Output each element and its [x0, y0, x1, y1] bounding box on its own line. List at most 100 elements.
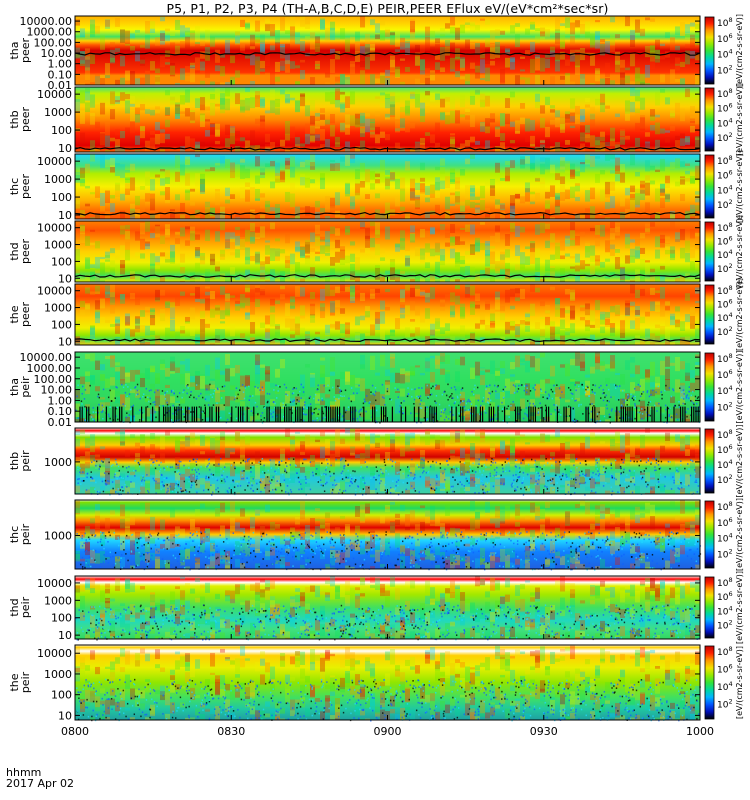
y-tick-label: 0.01 [48, 416, 73, 429]
spectrogram-background [75, 221, 700, 282]
colorbar-tick-label: 104 [717, 384, 733, 397]
y-axis-label: thepeer [8, 302, 32, 328]
colorbar-tick-label: 104 [717, 311, 733, 324]
y-tick-label: 10000 [37, 155, 72, 168]
colorbar-unit-label: [eV/(cm2-s-sr-eV)] [735, 14, 744, 87]
y-tick-label: 10 [58, 142, 72, 155]
y-tick-label: 100 [51, 255, 72, 268]
y-axis-label: thbpeer [8, 107, 32, 133]
colorbar-tick-label: 108 [717, 154, 733, 167]
spectrogram-panel-10: 10000 1000 100 10 thepeir 108 106 104 102 [eV/(cm… [8, 644, 744, 722]
colorbar-tick-label: 106 [717, 663, 733, 676]
y-tick-label: 100 [51, 318, 72, 331]
y-axis-label: thepeir [8, 671, 32, 693]
spectrogram-texture [75, 16, 700, 85]
colorbar-tick-label: 106 [717, 368, 733, 381]
colorbar-tick-label: 104 [717, 604, 733, 617]
y-tick-label: 1.00 [48, 394, 73, 407]
colorbar-tick-label: 108 [717, 221, 733, 234]
colorbar-tick-label: 102 [717, 400, 733, 413]
spectrogram-background [75, 284, 700, 345]
colorbar: 108 106 104 102 [eV/(cm2-s-sr-eV)] [704, 350, 744, 424]
y-axis-label: thapeir [8, 376, 32, 398]
y-tick-label: 1000 [44, 668, 72, 681]
colorbar-tick-label: 104 [717, 48, 733, 61]
spectrogram-background [75, 154, 700, 219]
spacecraft-potential-line [74, 52, 701, 56]
y-tick-label: 10 [58, 709, 72, 722]
spectrogram-background [75, 16, 700, 85]
y-tick-label: 0.10 [48, 68, 73, 81]
y-tick-label: 100.00 [34, 373, 73, 386]
colorbar-tick-label: 104 [717, 532, 733, 545]
colorbar-tick-label: 106 [717, 169, 733, 182]
y-axis-label: thapeer [8, 38, 32, 64]
y-tick-label: 1000 [44, 239, 72, 252]
y-tick-label: 10000.00 [20, 351, 73, 364]
colorbar-unit-label: [eV/(cm2-s-sr-eV)] [735, 150, 744, 223]
colorbar-unit-label: [eV/(cm2-s-sr-eV)] [735, 646, 744, 719]
y-axis-label: thdpeir [8, 596, 32, 618]
colorbar-tick-label: 104 [717, 116, 733, 129]
colorbar-tick-label: 108 [717, 576, 733, 589]
y-tick-label: 100 [51, 612, 72, 625]
y-tick-label: 10000 [37, 222, 72, 235]
y-axis-label: thcpeir [8, 523, 32, 545]
colorbar-tick-label: 104 [717, 680, 733, 693]
colorbar-tick-label: 102 [717, 262, 733, 275]
y-tick-label: 10000 [37, 88, 72, 101]
colorbar-tick-label: 108 [717, 284, 733, 297]
colorbar-tick-label: 106 [717, 516, 733, 529]
y-tick-label: 10000 [37, 577, 72, 590]
y-tick-label: 1000.00 [27, 362, 73, 375]
y-tick-label: 10.00 [41, 384, 73, 397]
y-tick-label: 1000 [44, 456, 72, 469]
colorbar-tick-label: 106 [717, 32, 733, 45]
colorbar-unit-label: [eV/(cm2-s-sr-eV)] [735, 278, 744, 351]
y-axis-label: thdpeer [8, 239, 32, 265]
colorbar-tick-label: 108 [717, 645, 733, 658]
colorbar-unit-label: [eV/(cm2-s-sr-eV)] [735, 215, 744, 288]
colorbar-tick-label: 108 [717, 500, 733, 513]
y-tick-label: 100 [51, 124, 72, 137]
colorbar-tick-label: 106 [717, 443, 733, 456]
colorbar-unit-label: [eV/(cm2-s-sr-eV)] [735, 350, 744, 423]
y-tick-label: 10.00 [41, 47, 73, 60]
y-axis-label: thcpeer [8, 174, 32, 200]
y-tick-label: 0.10 [48, 405, 73, 418]
colorbar-tick-label: 104 [717, 248, 733, 261]
x-tick-label: 0900 [374, 725, 402, 738]
y-tick-label: 1000 [44, 106, 72, 119]
spectrogram-texture [75, 428, 702, 496]
y-tick-label: 10 [58, 629, 72, 642]
y-tick-label: 100.00 [34, 36, 73, 49]
x-tick-label: 0830 [217, 725, 245, 738]
x-tick-label: 1000 [686, 725, 714, 738]
y-axis-label: thbpeir [8, 450, 32, 472]
y-tick-label: 1000 [44, 594, 72, 607]
y-tick-label: 10000 [37, 647, 72, 660]
colorbar-tick-label: 108 [717, 352, 733, 365]
spectrogram-background [75, 87, 700, 152]
colorbar-tick-label: 102 [717, 473, 733, 486]
y-tick-label: 1000 [44, 302, 72, 315]
y-tick-label: 10000 [37, 285, 72, 298]
date-label: 2017 Apr 02 [6, 777, 75, 790]
colorbar-tick-label: 102 [717, 548, 733, 561]
spacecraft-potential-line [74, 211, 701, 216]
colorbar-tick-label: 106 [717, 235, 733, 248]
colorbar-tick-label: 104 [717, 183, 733, 196]
colorbar-tick-label: 104 [717, 458, 733, 471]
spectrogram-texture [75, 500, 702, 571]
y-tick-label: 10000.00 [20, 15, 73, 28]
colorbar-tick-label: 106 [717, 102, 733, 115]
colorbar-tick-label: 108 [717, 428, 733, 441]
